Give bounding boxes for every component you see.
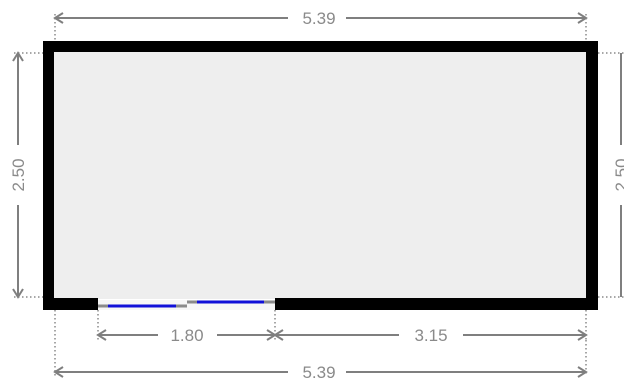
room-floor [53, 51, 586, 299]
opening-width-label: 1.80 [170, 326, 203, 345]
bottom-left-arrow-icon [53, 366, 64, 378]
wall-segment-width-label: 3.15 [414, 326, 447, 345]
bottom-width-label: 5.39 [302, 363, 335, 380]
left-wall [43, 41, 54, 310]
top-dimension: 5.39 [53, 9, 588, 42]
bottom-wall-left [43, 298, 98, 310]
segment-left-arrow-icon [273, 329, 284, 341]
left-bottom-arrow-icon [12, 288, 24, 299]
bottom-wall-right [275, 298, 598, 310]
bottom-right-arrow-icon [577, 366, 588, 378]
room [43, 41, 598, 310]
bottom-dimension: 5.39 [53, 310, 588, 380]
top-wall [43, 41, 598, 52]
left-top-arrow-icon [12, 51, 24, 62]
right-dimension: 2.50 [598, 52, 624, 298]
segment-right-arrow-icon [577, 329, 588, 341]
right-height-label: 2.50 [612, 158, 624, 191]
opening-left-arrow-icon [96, 329, 107, 341]
top-right-arrow-icon [577, 12, 588, 24]
left-height-label: 2.50 [9, 158, 28, 191]
bottom-inner-dimensions: 1.80 3.15 [96, 310, 588, 345]
top-left-arrow-icon [53, 12, 64, 24]
sliding-window [98, 300, 275, 310]
top-width-label: 5.39 [302, 9, 335, 28]
left-dimension: 2.50 [9, 51, 44, 299]
right-wall [586, 41, 598, 310]
